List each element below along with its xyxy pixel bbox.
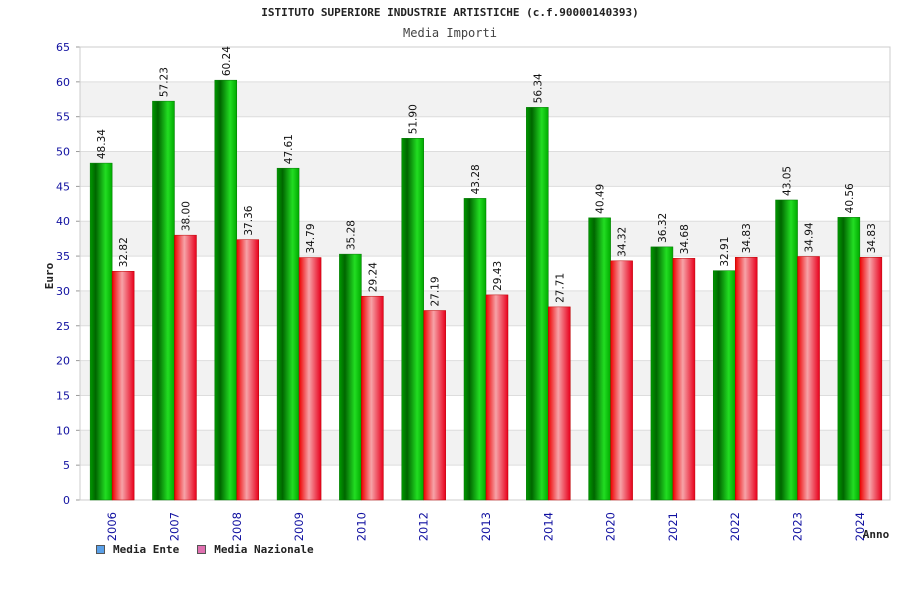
data-label: 38.00: [180, 201, 192, 231]
x-tick-label: 2024: [853, 512, 867, 541]
data-label: 32.91: [719, 237, 731, 267]
x-tick-label: 2012: [417, 512, 431, 541]
bar-media-nazionale: [485, 294, 509, 501]
chart-title: ISTITUTO SUPERIORE INDUSTRIE ARTISTICHE …: [261, 6, 639, 19]
legend-swatch-media-ente: [96, 545, 105, 554]
chart-legend: Media Ente Media Nazionale: [96, 543, 314, 556]
grid-band: [80, 116, 890, 152]
legend-item-media-ente: Media Ente: [96, 543, 179, 556]
x-tick-label: 2021: [666, 512, 680, 541]
legend-swatch-media-nazionale: [197, 545, 207, 554]
x-tick-label: 2008: [230, 512, 244, 541]
data-label: 27.71: [554, 273, 566, 303]
bar-media-ente: [463, 198, 487, 501]
data-label: 43.05: [782, 166, 794, 196]
bar-media-ente: [339, 253, 362, 501]
y-tick-label: 65: [56, 41, 70, 54]
bar-media-nazionale: [734, 257, 758, 501]
bar-media-nazionale: [361, 295, 384, 501]
data-label: 51.90: [408, 104, 420, 134]
bar-media-ente: [650, 246, 674, 501]
y-tick-label: 45: [56, 180, 70, 193]
x-tick-label: 2007: [167, 512, 181, 541]
data-label: 34.83: [866, 223, 878, 253]
x-tick-label: 2009: [292, 512, 306, 541]
bar-media-nazionale: [859, 257, 883, 501]
grid-band: [80, 151, 890, 187]
bar-media-ente: [588, 217, 611, 501]
data-label: 37.36: [243, 205, 255, 235]
y-tick-label: 10: [56, 424, 70, 437]
bar-media-nazionale: [111, 271, 135, 501]
bar-media-ente: [401, 138, 424, 501]
y-tick-label: 20: [56, 355, 70, 368]
data-label: 32.82: [118, 237, 130, 267]
data-label: 34.79: [305, 223, 317, 253]
data-label: 34.83: [741, 223, 753, 253]
x-tick-label: 2022: [728, 512, 742, 541]
x-tick-label: 2014: [541, 512, 555, 541]
bar-media-ente: [775, 199, 798, 501]
data-label: 35.28: [345, 220, 357, 250]
bar-media-ente: [214, 79, 238, 501]
bar-media-nazionale: [548, 306, 571, 501]
data-label: 27.19: [430, 276, 442, 306]
legend-label-media-nazionale: Media Nazionale: [214, 543, 314, 556]
x-tick-label: 2010: [354, 512, 368, 541]
bar-media-nazionale: [672, 258, 696, 501]
y-axis-label: Euro: [43, 262, 56, 289]
legend-item-media-nazionale: Media Nazionale: [197, 543, 314, 556]
bar-media-nazionale: [423, 310, 446, 501]
x-axis-label: Anno: [863, 528, 890, 541]
bar-media-nazionale: [797, 256, 820, 501]
y-tick-label: 0: [63, 494, 70, 507]
y-tick-label: 40: [56, 215, 70, 228]
y-tick-label: 35: [56, 250, 70, 263]
bar-media-nazionale: [236, 239, 260, 501]
data-label: 47.61: [283, 134, 295, 164]
y-tick-label: 30: [56, 285, 70, 298]
y-tick-label: 55: [56, 111, 70, 124]
data-label: 40.56: [844, 183, 856, 213]
data-label: 57.23: [158, 67, 170, 97]
x-tick-label: 2013: [479, 512, 493, 541]
data-label: 34.32: [617, 227, 629, 257]
bar-media-nazionale: [610, 260, 633, 501]
x-tick-label: 2006: [105, 512, 119, 541]
data-label: 34.68: [679, 224, 691, 254]
chart-subtitle: Media Importi: [403, 26, 497, 40]
grid-band: [80, 81, 890, 117]
y-tick-label: 5: [63, 459, 70, 472]
x-tick-label: 2023: [791, 512, 805, 541]
legend-label-media-ente: Media Ente: [113, 543, 180, 556]
data-label: 43.28: [470, 164, 482, 194]
data-label: 48.34: [96, 129, 108, 159]
bar-media-nazionale: [174, 234, 197, 501]
data-label: 40.49: [595, 184, 607, 214]
bar-media-ente: [526, 107, 549, 501]
bar-media-ente: [276, 167, 300, 501]
grid-band: [80, 47, 890, 82]
y-tick-label: 25: [56, 320, 70, 333]
bar-media-ente: [152, 100, 175, 501]
bar-media-ente: [89, 162, 113, 501]
data-label: 29.43: [492, 261, 504, 291]
data-label: 36.32: [657, 213, 669, 243]
bar-media-ente: [837, 217, 861, 501]
y-tick-label: 50: [56, 146, 70, 159]
data-label: 60.24: [221, 46, 233, 76]
data-label: 34.94: [804, 222, 816, 252]
x-tick-label: 2020: [604, 512, 618, 541]
bar-media-ente: [712, 270, 736, 501]
y-tick-label: 60: [56, 76, 70, 89]
y-tick-label: 15: [56, 389, 70, 402]
data-label: 29.24: [367, 262, 379, 292]
data-label: 56.34: [532, 73, 544, 103]
bar-media-nazionale: [298, 257, 322, 501]
